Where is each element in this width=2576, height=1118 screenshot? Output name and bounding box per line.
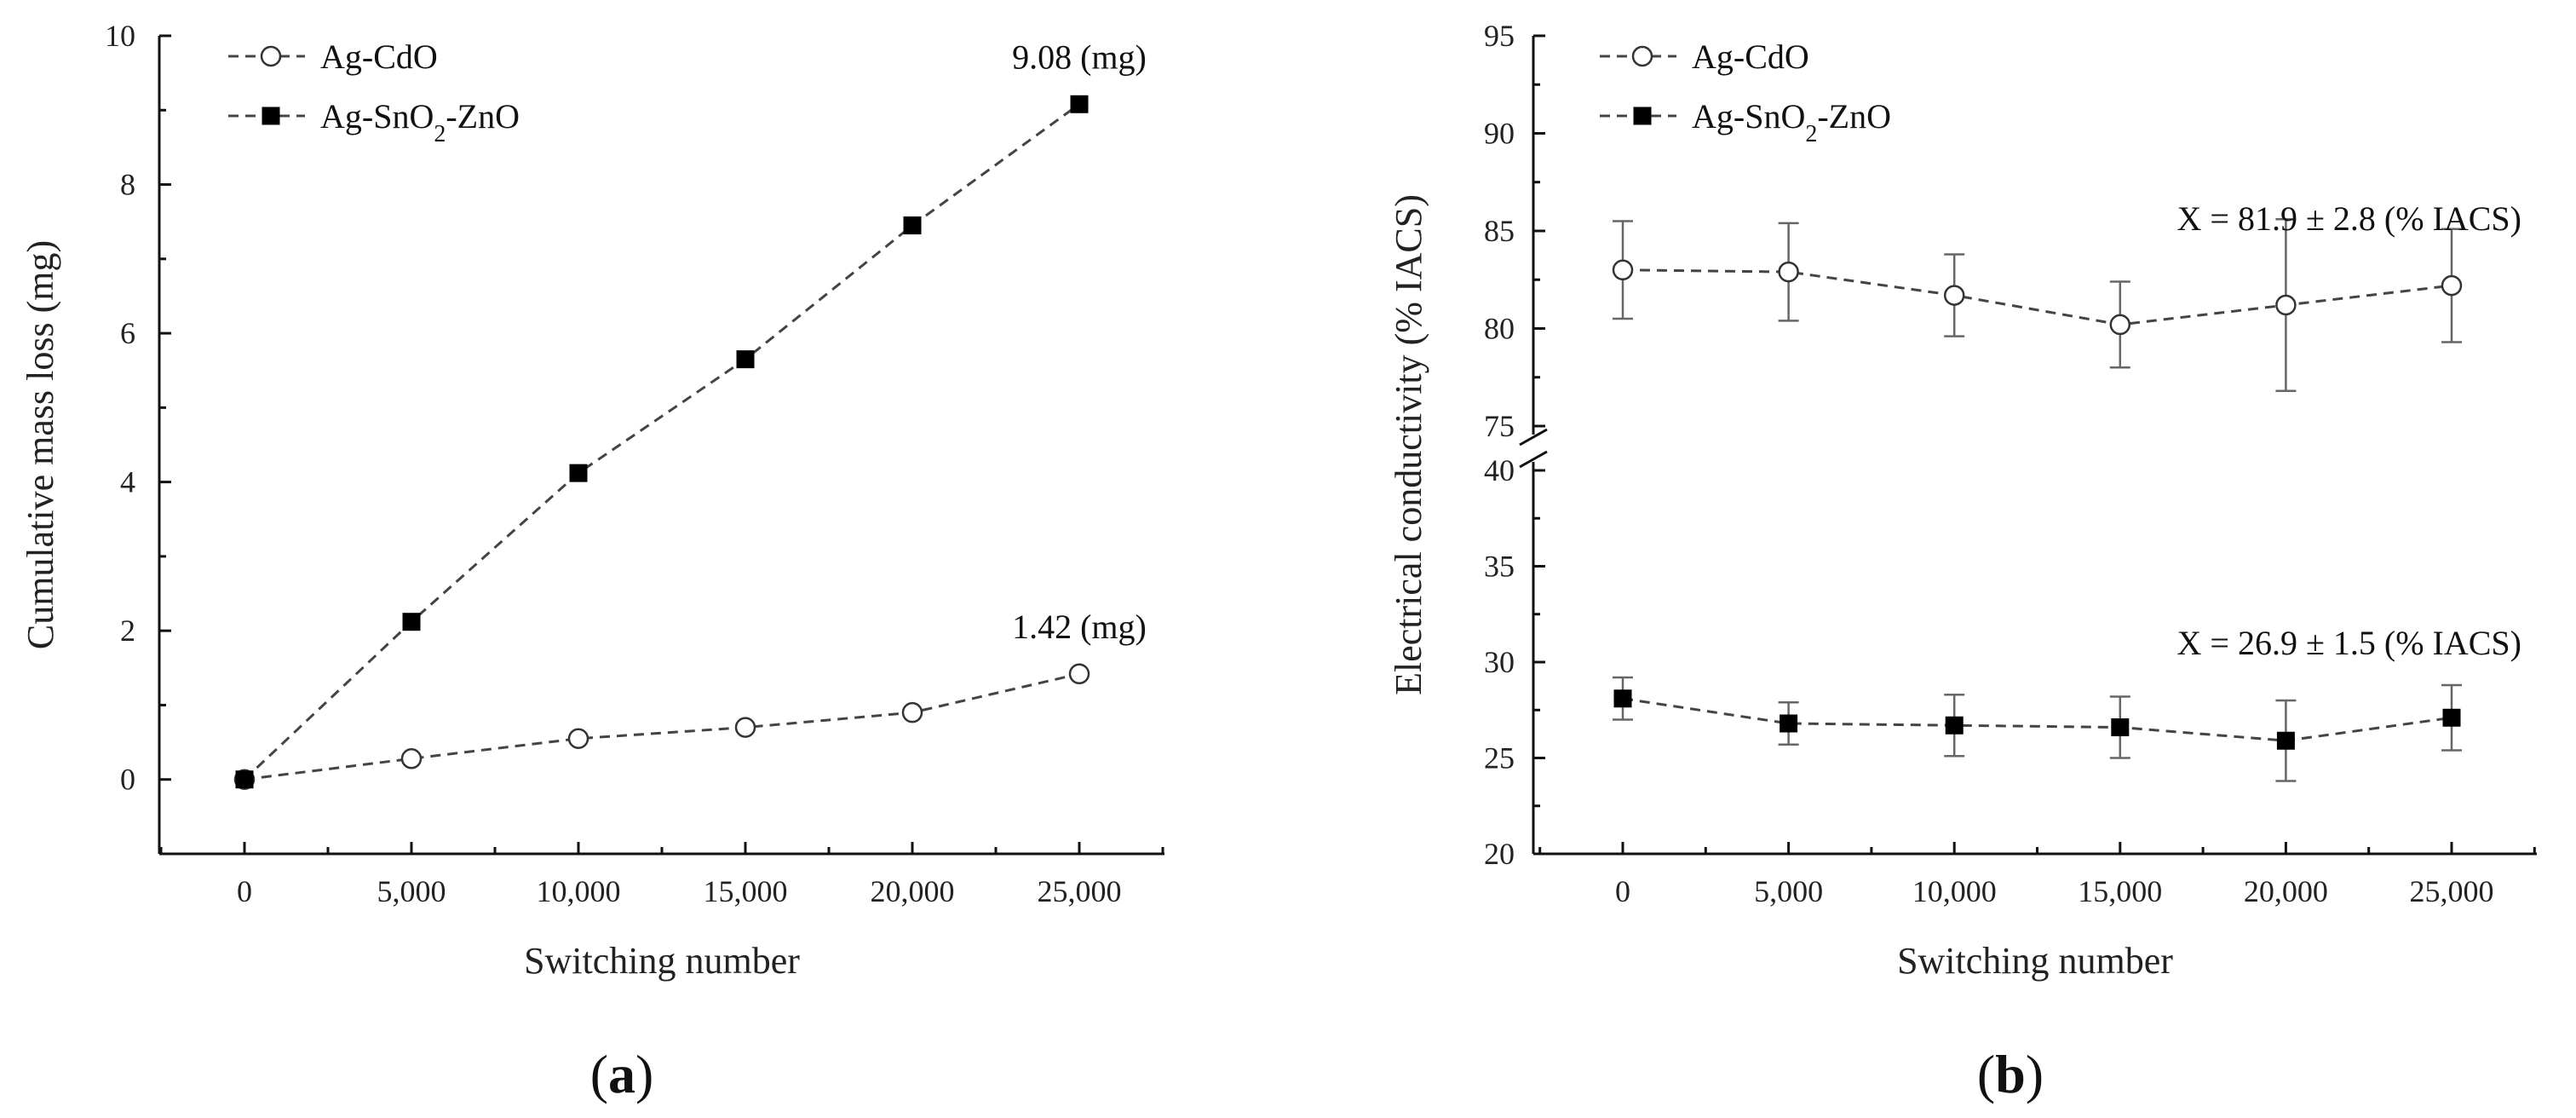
legend-marker-2 <box>1633 107 1652 125</box>
y-tick-label: 2 <box>120 614 135 648</box>
x-tick-label: 0 <box>237 874 252 908</box>
stat-annotation-upper: X = 81.9 ± 2.8 (% IACS) <box>2177 199 2522 238</box>
x-tick-label: 10,000 <box>537 874 621 908</box>
legend-label-1: Ag-CdO <box>320 37 438 76</box>
data-point <box>235 770 254 789</box>
series-line-1 <box>1622 268 2452 326</box>
legend-label-1: Ag-CdO <box>1692 37 1809 76</box>
data-point <box>1612 259 1634 281</box>
panel-label-b: (b) <box>1977 1044 2044 1104</box>
x-tick-label: 20,000 <box>2244 874 2328 908</box>
axis-break-mark <box>1519 450 1548 469</box>
data-point <box>1778 261 1799 283</box>
data-annotation: 1.42 (mg) <box>1012 608 1147 646</box>
y-tick-label: 90 <box>1484 117 1515 151</box>
y-axis-label: Electrical conductivity (% IACS) <box>1388 194 1429 695</box>
x-tick-label: 15,000 <box>2078 874 2162 908</box>
data-point <box>734 717 756 738</box>
x-tick-label: 20,000 <box>871 874 955 908</box>
data-point <box>567 728 589 749</box>
x-tick-label: 25,000 <box>1038 874 1122 908</box>
x-tick-label: 15,000 <box>704 874 788 908</box>
y-tick-label: 30 <box>1484 645 1515 679</box>
data-point <box>901 701 923 723</box>
y-tick-label: 6 <box>120 316 135 350</box>
y-tick-label: 8 <box>120 168 135 202</box>
chart-a: 0 2 4 6 8 10 0 5,000 10,000 15,000 20,000 25,000 Swi… <box>20 19 1164 1104</box>
y-tick-label: 95 <box>1484 19 1515 53</box>
y-tick-label: 75 <box>1484 409 1515 443</box>
data-point <box>2441 274 2463 297</box>
data-point <box>2442 708 2461 727</box>
y-tick-label: 10 <box>105 19 135 53</box>
data-point <box>2275 294 2297 316</box>
series-line-2 <box>1622 697 2452 742</box>
data-point <box>903 216 922 235</box>
panel-label-a: (a) <box>590 1044 654 1104</box>
chart-b: 20 25 30 35 40 75 80 85 90 95 0 5,000 10,000 15,000 20… <box>1388 19 2537 1104</box>
data-point <box>1943 285 1965 306</box>
x-tick-label: 10,000 <box>1912 874 1997 908</box>
data-point <box>1070 95 1089 113</box>
data-point <box>736 350 755 369</box>
legend-marker-2 <box>262 107 280 125</box>
x-tick-label: 0 <box>1615 874 1630 908</box>
x-axis-label: Switching number <box>1897 940 2173 982</box>
data-point <box>569 464 588 482</box>
data-annotation: 9.08 (mg) <box>1012 37 1147 76</box>
y-tick-label: 0 <box>120 763 135 797</box>
data-point <box>1945 716 1964 735</box>
axis-break-mark <box>1519 428 1548 447</box>
x-tick-label: 5,000 <box>377 874 446 908</box>
y-axis-label: Cumulative mass loss (mg) <box>20 240 61 649</box>
y-tick-label: 25 <box>1484 741 1515 775</box>
data-point <box>2111 718 2130 736</box>
y-tick-label: 4 <box>120 465 135 499</box>
legend-marker-1 <box>260 45 282 67</box>
x-tick-label: 5,000 <box>1754 874 1823 908</box>
data-point <box>402 613 421 631</box>
x-axis-label: Switching number <box>524 940 800 982</box>
data-point <box>1068 663 1090 685</box>
data-point <box>2276 731 2295 750</box>
series-line-1 <box>244 672 1080 781</box>
legend-marker-1 <box>1631 45 1653 67</box>
series-line-2 <box>243 103 1080 781</box>
y-tick-label: 35 <box>1484 550 1515 584</box>
y-tick-label: 40 <box>1484 453 1515 487</box>
data-point <box>1780 714 1798 733</box>
legend-label-2: Ag-SnO2-ZnO <box>1692 97 1891 147</box>
stat-annotation-lower: X = 26.9 ± 1.5 (% IACS) <box>2177 624 2522 662</box>
y-tick-label: 80 <box>1484 312 1515 346</box>
legend-label-2: Ag-SnO2-ZnO <box>320 97 520 147</box>
y-tick-label: 85 <box>1484 214 1515 248</box>
y-tick-label: 20 <box>1484 837 1515 871</box>
data-point <box>2109 314 2131 336</box>
data-point <box>400 748 423 769</box>
x-tick-label: 25,000 <box>2410 874 2494 908</box>
data-point <box>1613 689 1632 708</box>
